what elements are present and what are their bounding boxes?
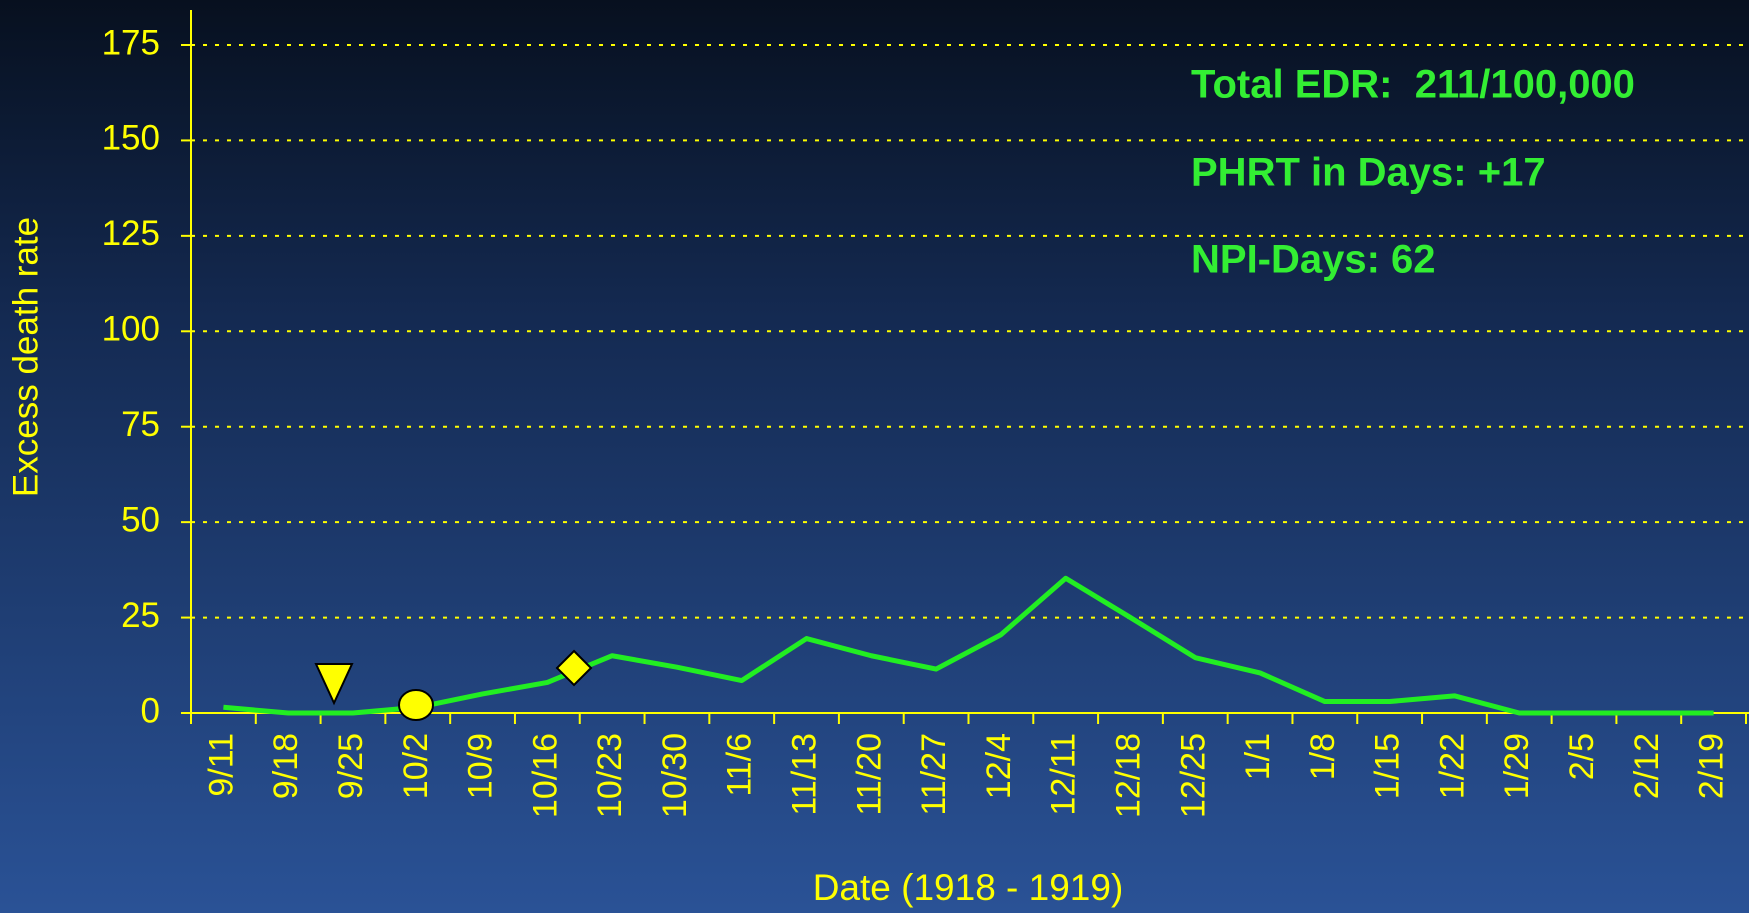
x-axis-label: Date (1918 - 1919) (813, 867, 1124, 908)
x-tick-label: 1/15 (1369, 733, 1407, 799)
x-tick-label: 9/11 (202, 733, 240, 797)
x-tick-label: 10/30 (656, 733, 694, 818)
x-tick-label: 10/23 (591, 733, 629, 818)
line (223, 575, 1714, 716)
x-tick-label: 1/29 (1498, 733, 1536, 799)
x-tick-label: 12/25 (1174, 733, 1212, 818)
y-axis-label: Excess death rate (6, 217, 45, 497)
y-tick-label: 100 (102, 310, 160, 349)
annotation: NPI-Days: 62 (1191, 238, 1436, 282)
x-tick-label: 12/4 (980, 733, 1018, 799)
x-tick-label: 10/16 (526, 733, 564, 818)
event-marker (555, 649, 593, 687)
x-tick-label: 11/27 (915, 733, 953, 816)
x-tick-label: 12/18 (1109, 733, 1147, 818)
y-tick-label: 25 (121, 596, 160, 635)
x-tick-label: 1/1 (1239, 733, 1277, 780)
annotation: PHRT in Days: +17 (1191, 151, 1546, 195)
y-tick-label: 150 (102, 119, 160, 158)
y-tick-label: 75 (121, 405, 160, 444)
annotation: Total EDR: 211/100,000 (1191, 63, 1635, 107)
y-tick-label: 125 (102, 214, 160, 253)
x-tick-label: 11/13 (786, 733, 824, 816)
event-marker (398, 689, 434, 721)
x-tick-label: 10/9 (462, 733, 500, 799)
y-tick-label: 0 (141, 691, 160, 730)
x-tick-label: 9/25 (332, 733, 370, 799)
x-tick-label: 11/6 (721, 733, 759, 797)
x-tick-label: 2/5 (1563, 733, 1601, 780)
y-tick-label: 175 (102, 23, 160, 62)
x-tick-label: 11/20 (850, 733, 888, 816)
x-tick-label: 9/18 (267, 733, 305, 799)
x-tick-label: 2/12 (1628, 733, 1666, 799)
x-tick-label: 1/22 (1433, 733, 1471, 799)
y-tick-label: 50 (121, 500, 160, 539)
x-tick-label: 2/19 (1693, 733, 1731, 799)
x-tick-label: 10/2 (397, 733, 435, 799)
event-marker (314, 663, 354, 706)
x-tick-label: 12/11 (1045, 733, 1083, 816)
x-tick-label: 1/8 (1304, 733, 1342, 780)
